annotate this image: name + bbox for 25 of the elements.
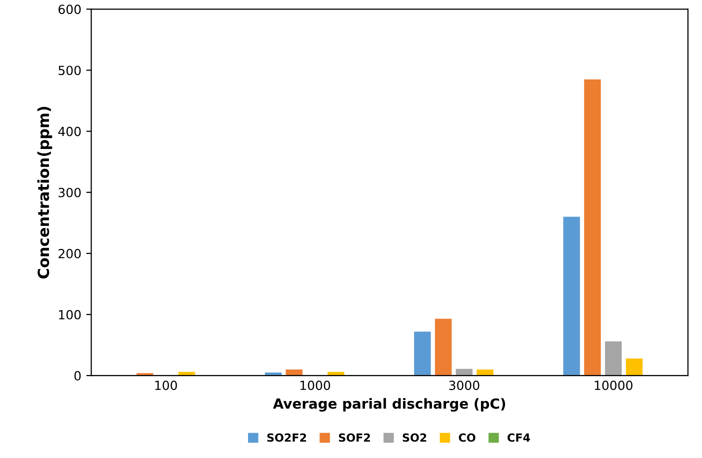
x-tick-label: 3000 (449, 380, 480, 390)
y-tick-label: 600 (58, 4, 81, 14)
bar (605, 341, 622, 376)
legend-label: SO2F2 (267, 433, 306, 442)
y-tick-label: 300 (58, 188, 81, 198)
y-axis-title: Concentration(ppm) (37, 106, 52, 278)
legend-label: SOF2 (338, 433, 370, 442)
legend-label: CO (458, 433, 476, 442)
x-tick-label: 10000 (594, 380, 632, 390)
y-tick-label: 0 (74, 371, 81, 380)
bar (434, 318, 452, 376)
x-tick-label: 1000 (300, 380, 330, 390)
x-axis-title: Average parial discharge (pC) (272, 398, 506, 412)
y-tick-label: 500 (58, 66, 81, 76)
bar (584, 79, 601, 376)
y-tick-label: 400 (58, 126, 81, 136)
y-tick-label: 100 (59, 310, 81, 320)
y-tick-label: 200 (58, 248, 81, 258)
bar (476, 369, 494, 376)
legend-label: CF4 (508, 433, 530, 442)
x-tick-label: 100 (155, 380, 177, 390)
bar (626, 358, 643, 376)
bar (563, 216, 580, 376)
bar (414, 332, 431, 376)
legend-label: SO2 (402, 433, 426, 442)
